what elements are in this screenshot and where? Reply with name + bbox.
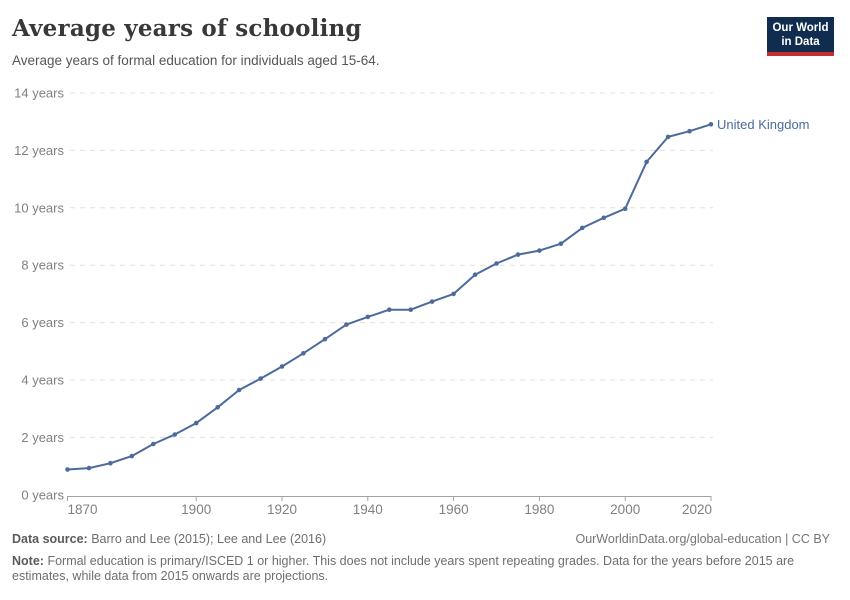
data-point[interactable] bbox=[193, 420, 199, 426]
data-point[interactable] bbox=[365, 314, 371, 320]
series-end-label[interactable]: United Kingdom bbox=[717, 117, 810, 132]
y-tick-label: 2 years bbox=[21, 430, 64, 445]
data-point[interactable] bbox=[494, 261, 499, 266]
trend-line bbox=[66, 123, 712, 471]
data-point[interactable] bbox=[86, 465, 92, 471]
data-point[interactable] bbox=[129, 453, 135, 459]
data-point[interactable] bbox=[387, 307, 392, 312]
data-point[interactable] bbox=[601, 215, 607, 221]
data-point[interactable] bbox=[537, 248, 542, 253]
footer-source-row: Data source: Barro and Lee (2015); Lee a… bbox=[12, 532, 830, 546]
data-point[interactable] bbox=[172, 432, 178, 437]
data-point[interactable] bbox=[665, 134, 671, 140]
line-chart: 0 years 2 years 4 years 6 years 8 years 10 ye… bbox=[14, 86, 810, 518]
x-tick-label: 1940 bbox=[353, 502, 383, 517]
data-point[interactable] bbox=[644, 159, 649, 165]
x-tick-label: 1960 bbox=[439, 502, 469, 517]
data-point[interactable] bbox=[515, 252, 521, 257]
data-source-label: Data source: bbox=[12, 532, 88, 546]
data-point[interactable] bbox=[622, 206, 628, 211]
x-tick-label: 1900 bbox=[181, 502, 211, 517]
owid-link[interactable]: OurWorldinData.org/global-education | CC… bbox=[575, 532, 830, 546]
data-point[interactable] bbox=[151, 441, 156, 447]
data-point[interactable] bbox=[108, 460, 113, 466]
chart-subtitle: Average years of formal education for in… bbox=[12, 53, 380, 68]
data-point[interactable] bbox=[215, 405, 220, 410]
footer-note-label: Note: bbox=[12, 554, 44, 568]
data-point[interactable] bbox=[258, 376, 263, 381]
data-point[interactable] bbox=[344, 322, 349, 327]
data-point[interactable] bbox=[301, 351, 306, 356]
page-title: Average years of schooling bbox=[12, 15, 362, 42]
data-point[interactable] bbox=[580, 225, 585, 231]
data-source-text: Barro and Lee (2015); Lee and Lee (2016) bbox=[91, 532, 327, 546]
x-tick-label: 1920 bbox=[267, 502, 297, 517]
y-tick-label: 14 years bbox=[14, 86, 64, 101]
data-point[interactable] bbox=[236, 387, 242, 393]
data-source: Data source: Barro and Lee (2015); Lee a… bbox=[12, 532, 326, 546]
data-point[interactable] bbox=[279, 364, 285, 369]
data-point[interactable] bbox=[687, 128, 692, 134]
data-point[interactable] bbox=[65, 467, 70, 472]
y-tick-label: 12 years bbox=[14, 143, 64, 158]
owid-logo-line2: in Data bbox=[781, 36, 820, 49]
data-point[interactable] bbox=[472, 272, 478, 277]
y-tick-label: 8 years bbox=[21, 258, 64, 273]
y-tick-label: 6 years bbox=[21, 315, 64, 330]
data-point[interactable] bbox=[451, 291, 456, 297]
data-point[interactable] bbox=[322, 336, 328, 342]
owid-logo-line1: Our World bbox=[772, 22, 829, 34]
data-point[interactable] bbox=[708, 122, 714, 127]
x-tick-label: 2000 bbox=[610, 502, 640, 517]
x-tick-label: 1980 bbox=[524, 502, 554, 517]
y-tick-label: 10 years bbox=[14, 200, 64, 215]
data-point[interactable] bbox=[429, 299, 435, 304]
data-point[interactable] bbox=[558, 241, 564, 246]
owid-logo[interactable]: Our World in Data bbox=[767, 17, 834, 57]
data-point[interactable] bbox=[408, 307, 414, 312]
footer-note: Note: Formal education is primary/ISCED … bbox=[12, 554, 828, 584]
x-tick-label: 2020 bbox=[682, 502, 712, 517]
x-tick-label: 1870 bbox=[68, 502, 98, 517]
y-tick-label: 0 years bbox=[21, 487, 64, 502]
y-tick-label: 4 years bbox=[21, 373, 64, 388]
footer-note-text: Formal education is primary/ISCED 1 or h… bbox=[12, 554, 795, 583]
